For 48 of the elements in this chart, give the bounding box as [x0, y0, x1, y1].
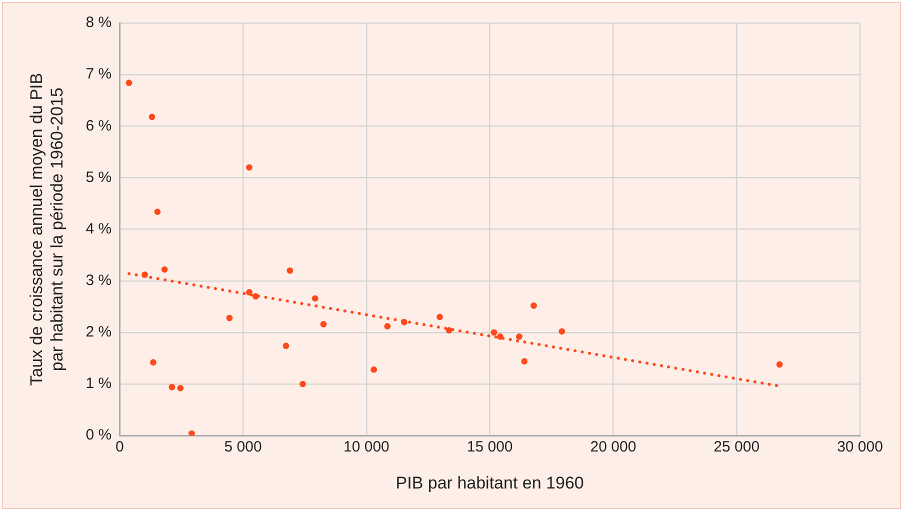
point: [312, 295, 318, 302]
point: [154, 208, 161, 215]
y-tick-label: 4 %: [86, 220, 112, 238]
point: [142, 271, 148, 278]
point: [530, 302, 537, 309]
x-tick-label: 20 000: [590, 438, 636, 456]
point: [188, 430, 195, 436]
point: [436, 314, 443, 320]
point: [400, 318, 408, 326]
point: [150, 359, 156, 366]
point: [496, 333, 504, 340]
y-tick-label: 3 %: [86, 272, 112, 290]
point: [286, 267, 294, 274]
point: [177, 384, 184, 392]
point: [226, 314, 233, 322]
y-tick-label: 8 %: [86, 14, 112, 32]
x-axis-title: PIB par habitant en 1960: [396, 473, 584, 492]
point: [558, 328, 566, 335]
point: [161, 266, 168, 273]
point: [446, 327, 452, 334]
point: [126, 80, 132, 86]
y-tick-label: 1 %: [86, 375, 112, 392]
x-tick-label: 25 000: [714, 438, 760, 456]
point: [516, 333, 522, 340]
point: [521, 358, 528, 365]
point: [246, 289, 252, 296]
point: [490, 329, 498, 336]
point: [168, 384, 176, 390]
y-tick-label: 0 %: [86, 426, 112, 444]
point: [252, 293, 259, 300]
point: [384, 323, 391, 330]
point: [776, 361, 783, 368]
y-tick-label: 7 %: [86, 66, 112, 83]
point: [282, 342, 290, 350]
y-axis-title: Taux de croissance annuel moyen du PIB par habitant sur la période 1960-2015: [26, 72, 66, 386]
y-tick-label: 5 %: [86, 168, 112, 186]
point: [300, 380, 306, 388]
x-tick-label: 30 000: [837, 438, 883, 456]
x-tick-label: 10 000: [343, 438, 390, 456]
point: [246, 164, 252, 171]
point: [320, 321, 327, 328]
x-tick-label: 15 000: [466, 438, 513, 456]
y-tick-label: 2 %: [86, 324, 112, 341]
x-tick-label: 0: [115, 438, 124, 456]
point: [148, 114, 156, 120]
point: [370, 366, 378, 373]
y-tick-label: 6 %: [86, 117, 112, 134]
x-tick-label: 5 000: [224, 438, 262, 456]
